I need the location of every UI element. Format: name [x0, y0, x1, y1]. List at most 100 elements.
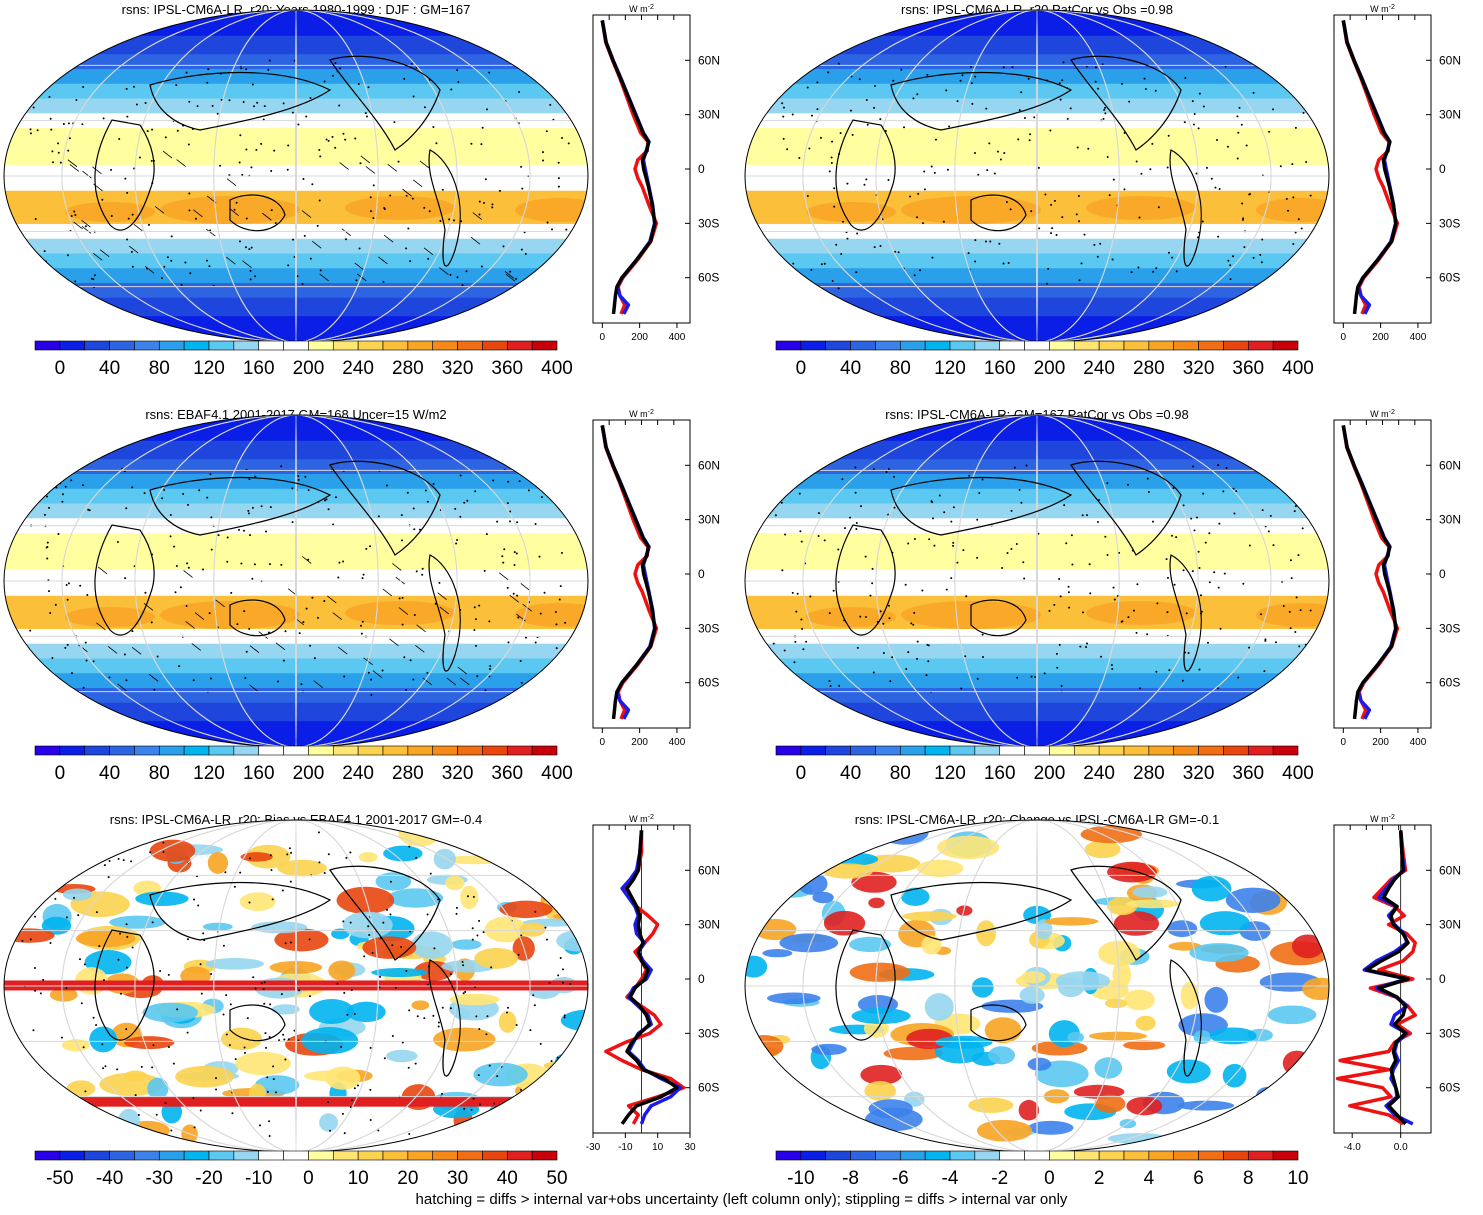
colorbar-swatch	[283, 340, 309, 351]
colorbar-label: 320	[442, 763, 474, 784]
colorbar-swatch	[158, 1150, 185, 1161]
profile-xtick-label: 30	[684, 1142, 696, 1153]
colorbar-label: -10	[787, 1168, 814, 1189]
colorbar-swatch	[283, 745, 309, 756]
profile-xtick-label: -4.0	[1344, 1142, 1362, 1153]
profile-lat-label: 30N	[698, 108, 720, 122]
panel-title: rsns: IPSL-CM6A-LR_r20 PatCor vs Obs =0.…	[901, 2, 1173, 17]
colorbar-swatch	[183, 745, 210, 756]
colorbar-label: 80	[149, 763, 170, 784]
colorbar-label: 400	[1282, 358, 1314, 379]
colorbar-label: 400	[541, 763, 573, 784]
coastline	[1169, 149, 1202, 267]
profile-lat-label: 0	[1439, 162, 1446, 176]
colorbar-label: 0	[796, 763, 807, 784]
coastline	[94, 929, 155, 1041]
profile-series-model	[1341, 425, 1398, 720]
colorbar-swatch	[1247, 340, 1274, 351]
colorbar-swatch	[1198, 1150, 1224, 1161]
profile-lat-label: 60N	[698, 863, 720, 877]
colorbar-swatch	[357, 340, 384, 351]
colorbar: 0 40 80 120 160 200 240 280 320 360 400	[34, 340, 573, 379]
colorbar-swatch	[875, 1150, 901, 1161]
colorbar-swatch	[850, 745, 876, 756]
colorbar-swatch	[183, 340, 210, 351]
profile-unit: W m-2	[629, 814, 654, 824]
profile-lat-label: 30N	[1439, 513, 1461, 527]
colorbar-swatch	[1247, 745, 1274, 756]
colorbar-label: 200	[293, 763, 325, 784]
colorbar-swatch	[1148, 1150, 1175, 1161]
colorbar-swatch	[109, 745, 135, 756]
panel-ipsl-reference: rsns: IPSL-CM6A-LR: GM=167 PatCor vs Obs…	[741, 405, 1482, 810]
colorbar-label: 120	[934, 763, 966, 784]
profile-lat-label: 30S	[1439, 621, 1460, 635]
colorbar-swatch	[1148, 340, 1175, 351]
colorbar-swatch	[999, 745, 1025, 756]
colorbar-label: 280	[392, 358, 424, 379]
colorbar: 0 40 80 120 160 200 240 280 320 360 400	[34, 745, 573, 784]
colorbar-label: -20	[195, 1168, 222, 1189]
profile-xtick-label: 0.0	[1394, 1142, 1408, 1153]
colorbar-swatch	[258, 745, 284, 756]
profile-plot: W m-2 0 200 400 60N 30N 0 30S 60S	[592, 4, 720, 343]
map-field	[745, 415, 1329, 747]
profile-plot: W m-2 -4.0 0.0 60N 30N 0 30S 60S	[1333, 814, 1461, 1153]
profile-plot: W m-2 0 200 400 60N 30N 0 30S 60S	[592, 409, 720, 748]
coastline	[1070, 460, 1182, 556]
profile-series-model	[620, 830, 679, 1125]
coastline	[970, 599, 1027, 637]
profile-xtick-label: 0	[600, 737, 606, 748]
colorbar-swatch	[109, 1150, 135, 1161]
panel-title: rsns: IPSL-CM6A-LR_r20: Change vs IPSL-C…	[855, 812, 1220, 827]
panel-model-patcor: rsns: IPSL-CM6A-LR_r20 PatCor vs Obs =0.…	[741, 0, 1482, 405]
colorbar-swatch	[1272, 1150, 1299, 1161]
coastline	[835, 119, 896, 231]
profile-lat-label: 60S	[1439, 676, 1460, 690]
colorbar-swatch	[1123, 1150, 1150, 1161]
colorbar-swatch	[974, 1150, 1001, 1161]
colorbar-swatch	[134, 745, 160, 756]
colorbar-swatch	[59, 745, 86, 756]
colorbar-label: 400	[1282, 763, 1314, 784]
profile-xtick-label: 400	[669, 332, 686, 343]
colorbar-swatch	[407, 1150, 434, 1161]
colorbar-swatch	[949, 1150, 976, 1161]
colorbar-swatch	[775, 745, 802, 756]
colorbar-label: 280	[1133, 763, 1165, 784]
colorbar-label: 80	[890, 358, 911, 379]
colorbar-swatch	[1049, 340, 1075, 351]
colorbar-swatch	[158, 745, 185, 756]
colorbar-swatch	[34, 745, 61, 756]
colorbar-label: -6	[892, 1168, 909, 1189]
coastline	[94, 119, 155, 231]
profile-xtick-label: 400	[1410, 737, 1427, 748]
profile-lat-label: 30S	[1439, 216, 1460, 230]
coastline	[149, 71, 332, 131]
colorbar-swatch	[134, 340, 160, 351]
colorbar-label: -4	[942, 1168, 959, 1189]
colorbar-swatch	[332, 745, 359, 756]
profile-series-model	[1364, 830, 1410, 1126]
profile-xtick-label: 0	[1341, 737, 1347, 748]
coastline	[835, 929, 896, 1041]
profile-lat-label: 60N	[698, 53, 720, 67]
colorbar-label: 400	[541, 358, 573, 379]
colorbar-swatch	[775, 340, 802, 351]
colorbar-swatch	[825, 340, 851, 351]
colorbar-label: 240	[1083, 358, 1115, 379]
colorbar-swatch	[357, 1150, 384, 1161]
colorbar-swatch	[1173, 745, 1199, 756]
profile-series-other	[1362, 830, 1414, 1126]
panel-change: rsns: IPSL-CM6A-LR_r20: Change vs IPSL-C…	[741, 810, 1482, 1215]
coastline	[229, 1004, 286, 1042]
colorbar-label: -8	[842, 1168, 859, 1189]
coastline	[149, 476, 332, 536]
profile-xtick-label: 400	[1410, 332, 1427, 343]
colorbar-label: 120	[193, 763, 225, 784]
colorbar-swatch	[506, 745, 533, 756]
profile-series-obs	[1335, 830, 1417, 1126]
colorbar-swatch	[1024, 1150, 1050, 1161]
colorbar-label: 20	[397, 1168, 418, 1189]
profile-series-model	[1341, 20, 1398, 315]
